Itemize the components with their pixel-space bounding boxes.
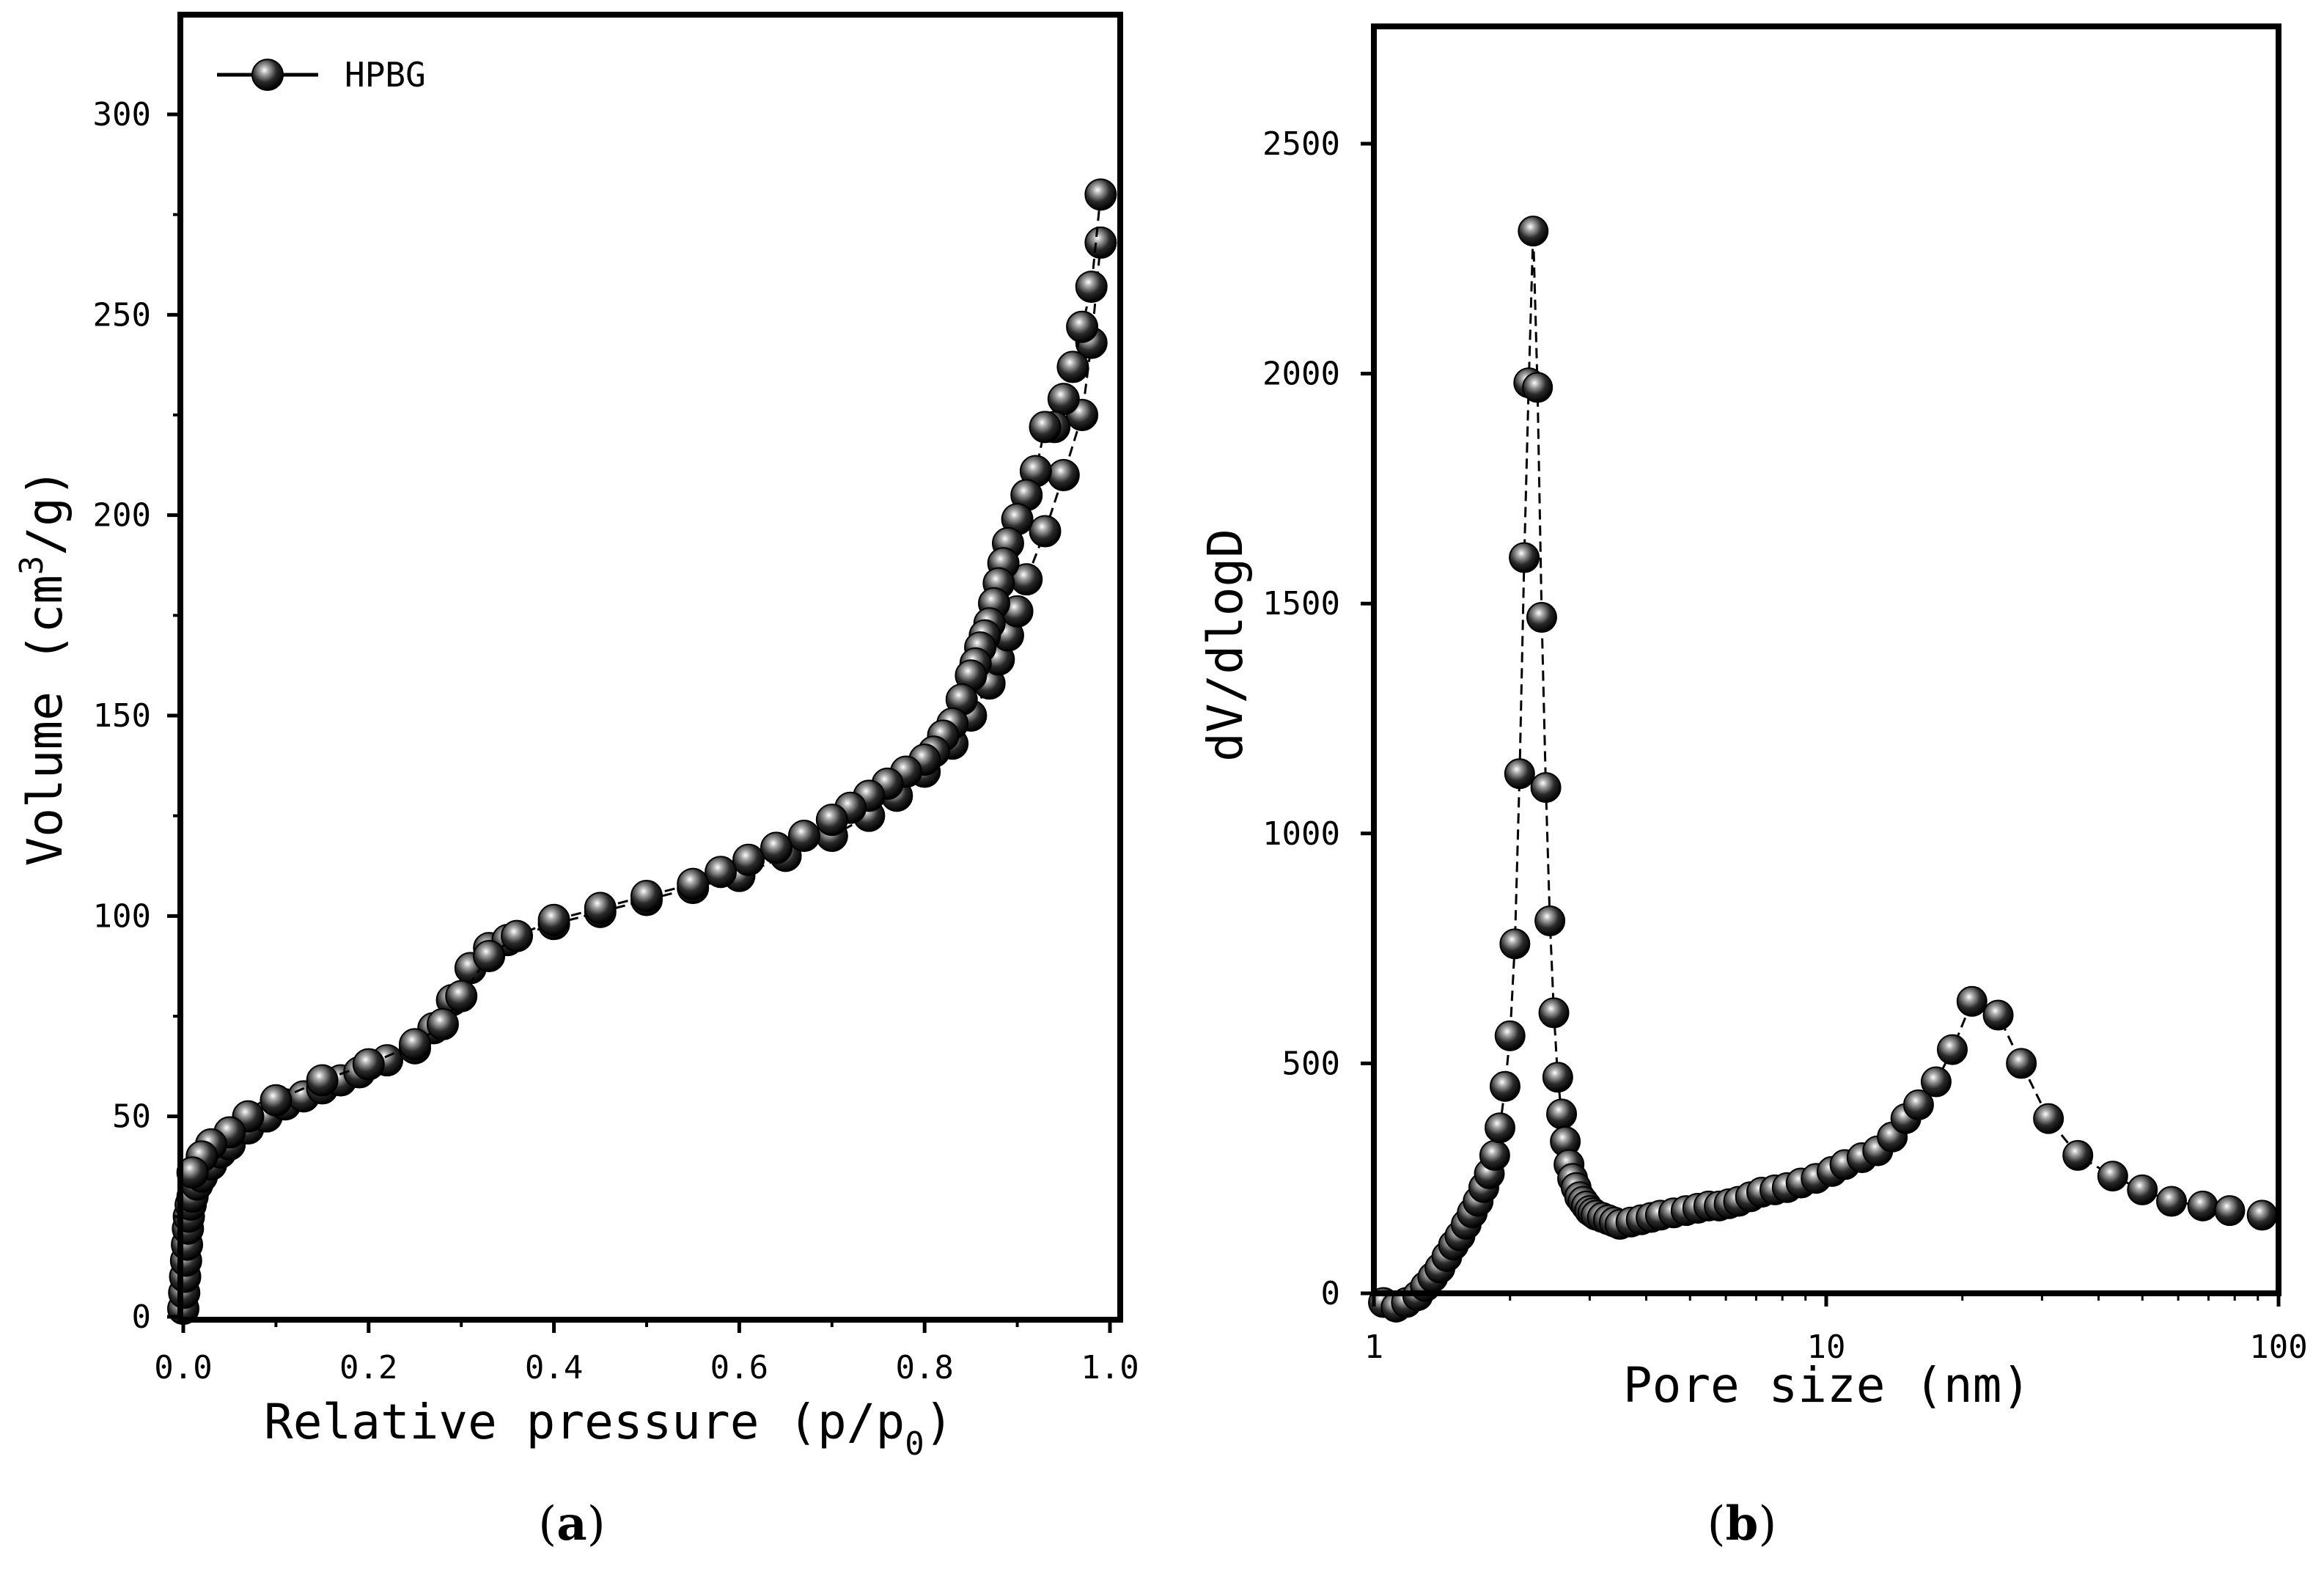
panel-a-desorption-point: [473, 940, 506, 972]
panel-b-data-point: [1499, 928, 1531, 960]
panel-b-y-tick-label: 1000: [1262, 815, 1340, 853]
panel-b-data-point: [1956, 985, 1987, 1017]
panel-b-ticks: 0 500 1000 1500 2000 2500 1 10 100: [1262, 125, 2308, 1366]
panel-a-adsorption-point: [1029, 515, 1062, 548]
panel-a-desorption-point: [260, 1084, 293, 1117]
panel-a-y-tick-label: 100: [93, 897, 151, 935]
panel-a-y-tick-label: 50: [112, 1098, 151, 1136]
panel-a-x-tick-label: 0.4: [525, 1349, 583, 1386]
panel-b-data-point: [1484, 1112, 1515, 1144]
panel-a-x-tick-label: 0.2: [339, 1349, 397, 1386]
panel-b-data-layer: [1368, 216, 2278, 1323]
panel-b-data-point: [1982, 999, 2014, 1031]
panel-b-data-point: [1494, 1020, 1526, 1051]
panel-a-desorption-point: [306, 1064, 339, 1097]
panel-b-data-point: [1530, 772, 1562, 804]
panel-b-y-tick-label: 2500: [1262, 125, 1340, 163]
panel-b-y-tick-label: 1500: [1262, 585, 1340, 622]
panel-b-data-point: [1534, 905, 1566, 936]
panel-a-y-tick-label: 150: [93, 697, 151, 735]
panel-b-data-point: [1538, 997, 1570, 1029]
panel-b-data-point: [1526, 602, 1557, 633]
panel-b-data-point: [1509, 542, 1540, 573]
panel-b-data-point: [2156, 1186, 2188, 1217]
panel-b-data-point: [1936, 1034, 1968, 1065]
panel-a-desorption-point: [426, 1007, 459, 1040]
panel-b-data-point: [1546, 1098, 1578, 1130]
panel-a-x-tick-label: 0.6: [710, 1349, 768, 1386]
panel-a-ticks: 0 50 100 150 200 250 300 0.0 0.2 0.4 0.6 0.8 1.0: [93, 96, 1139, 1386]
panel-a-y-tick-label: 250: [93, 296, 151, 334]
panel-a-label: (a): [538, 1496, 605, 1551]
panel-a-x-tick-label: 0.8: [895, 1349, 953, 1386]
panel-b-data-point: [1920, 1066, 1952, 1098]
panel-b-data-point: [1902, 1089, 1934, 1120]
panel-b-x-tick-label: 100: [2249, 1329, 2307, 1366]
panel-a-desorption-point: [815, 804, 848, 837]
panel-a-desorption-point: [1029, 411, 1062, 444]
panel-a-y-axis-title: Volume (cm3/g): [13, 468, 73, 866]
panel-a-y-tick-label: 300: [93, 96, 151, 133]
panel-a-y-tick-label: 200: [93, 497, 151, 534]
panel-a-desorption-point: [732, 843, 765, 876]
panel-a-desorption-point: [1075, 271, 1108, 304]
panel-b-data-point: [1489, 1070, 1520, 1102]
panel-a-x-tick-label: 0.0: [154, 1349, 212, 1386]
panel-b-x-tick-label: 10: [1807, 1329, 1846, 1366]
panel-b-x-tick-label: 1: [1364, 1329, 1384, 1366]
panel-b-y-tick-label: 2000: [1262, 356, 1340, 393]
panel-b-data-point: [1518, 216, 1549, 247]
panel-a-desorption-point: [705, 856, 738, 889]
legend-label: HPBG: [345, 55, 426, 95]
panel-a-desorption-point: [1084, 178, 1117, 211]
panel-a-isotherm: 0 50 100 150 200 250 300 0.0 0.2 0.4 0.6 0.8 1.0 HPB…: [13, 12, 1139, 1551]
panel-a-desorption-point: [787, 820, 820, 852]
panel-b-data-point: [2033, 1103, 2064, 1134]
panel-b-data-point: [2006, 1048, 2037, 1079]
panel-b-data-point: [2097, 1161, 2128, 1192]
panel-a-data-layer: [167, 178, 1117, 1326]
panel-b-pore-distribution: 0 500 1000 1500 2000 2500 1 10 100 dV/dlogD Pore…: [1197, 23, 2308, 1551]
panel-b-data-point: [1542, 1062, 1573, 1093]
panel-b-y-tick-label: 0: [1321, 1275, 1341, 1312]
panel-b-x-axis-title: Pore size (nm): [1623, 1357, 2031, 1414]
legend-marker: [251, 59, 284, 91]
panel-a-x-axis-title: Relative pressure (p/p0): [264, 1394, 953, 1463]
panel-b-y-axis-title: dV/dlogD: [1197, 529, 1254, 762]
panel-b-data-point: [1479, 1139, 1510, 1171]
panel-a-desorption-point: [1047, 383, 1080, 416]
panel-b-data-point: [2187, 1190, 2218, 1221]
panel-a-desorption-point: [760, 831, 793, 864]
panel-a-desorption-point: [352, 1048, 385, 1081]
panel-a-desorption-point: [501, 919, 534, 952]
panel-b-label: (b): [1707, 1496, 1777, 1551]
panel-b-data-point: [2214, 1195, 2246, 1227]
panel-b-frame: [1371, 23, 2281, 1296]
panel-a-desorption-point: [537, 903, 570, 936]
panel-a-adsorption-point: [1047, 459, 1080, 491]
panel-a-y-tick-label: 0: [132, 1298, 152, 1336]
panel-a-series-line: [182, 242, 1102, 1309]
panel-a-desorption-point: [176, 1156, 209, 1189]
panel-b-y-tick-label: 500: [1282, 1045, 1340, 1082]
panel-b-data-point: [2246, 1199, 2278, 1231]
panel-a-adsorption-point: [1084, 226, 1117, 259]
panel-a-desorption-point: [445, 980, 478, 1013]
panel-a-desorption-point: [584, 892, 617, 925]
panel-a-desorption-point: [1056, 350, 1089, 383]
panel-a-desorption-point: [677, 867, 710, 900]
panel-a-x-tick-label: 1.0: [1081, 1349, 1139, 1386]
panel-a-desorption-point: [399, 1028, 431, 1061]
panel-a-frame: [177, 12, 1123, 1323]
panel-a-legend: HPBG: [217, 55, 426, 95]
panel-a-desorption-point: [1066, 310, 1099, 343]
panel-b-data-point: [2062, 1139, 2094, 1171]
panel-b-data-point: [1522, 372, 1553, 403]
panel-b-data-point: [1504, 758, 1535, 790]
panel-b-data-point: [2127, 1174, 2158, 1205]
panel-a-desorption-point: [630, 880, 663, 912]
